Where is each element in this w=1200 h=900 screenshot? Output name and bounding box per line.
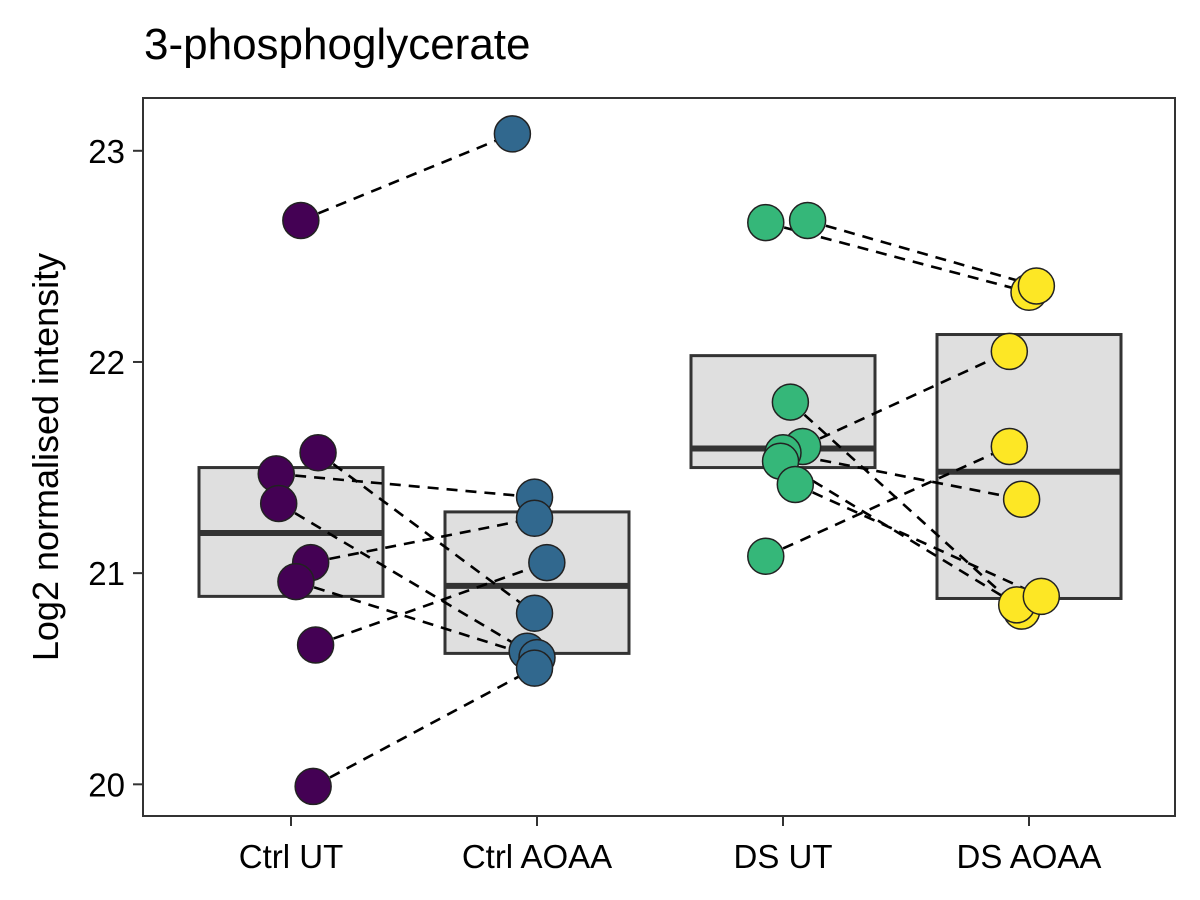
- point-1-7: [515, 649, 554, 687]
- chart-title: 3-phosphoglycerate: [144, 20, 531, 69]
- pair-line-2: [278, 502, 528, 653]
- point-0-0: [282, 201, 320, 240]
- pair-line-9: [807, 219, 1037, 288]
- point-0-6: [296, 626, 335, 664]
- pair-line-10: [789, 401, 1023, 613]
- point-3-7: [1022, 577, 1061, 616]
- y-axis-title: Log2 normalised intensity: [25, 253, 66, 661]
- boxes-layer: [197, 333, 1123, 655]
- pair-line-13: [779, 460, 1018, 606]
- x-tick-label-1: Ctrl AOAA: [462, 838, 612, 875]
- pair-line-1: [276, 472, 535, 499]
- point-0-1: [299, 434, 337, 472]
- pair-line-0: [300, 132, 513, 222]
- pair-line-7: [312, 667, 536, 788]
- point-3-4: [1002, 480, 1041, 518]
- point-2-2: [771, 383, 810, 421]
- point-1-3: [528, 543, 566, 582]
- point-0-3: [259, 484, 298, 523]
- pair-line-15: [765, 445, 1010, 558]
- axes-layer: 20 21 22 23 Ctrl UT Ctrl AOAA DS UT DS AOAA: [88, 133, 1101, 875]
- point-3-1: [1017, 267, 1056, 305]
- point-2-1: [788, 201, 827, 240]
- point-3-2: [990, 332, 1029, 371]
- point-0-7: [294, 767, 332, 806]
- pair-line-5: [295, 580, 538, 659]
- pair-line-12: [782, 451, 1022, 501]
- pair-line-14: [794, 483, 1042, 598]
- point-2-0: [747, 203, 785, 242]
- y-tick-label-1: 21: [88, 555, 125, 592]
- point-2-7: [747, 537, 785, 576]
- points-layer: [257, 115, 1061, 806]
- pair-line-6: [315, 561, 548, 647]
- x-tick-label-3: DS AOAA: [957, 838, 1102, 875]
- plot-panel-border: [142, 97, 1176, 817]
- box-3: [935, 333, 1123, 600]
- pair-line-3: [317, 451, 536, 615]
- y-tick-label-2: 22: [88, 344, 125, 381]
- x-tick-label-2: DS UT: [734, 838, 833, 875]
- pair-lines-layer: [276, 132, 1042, 788]
- point-1-2: [515, 499, 554, 537]
- y-tick-label-3: 23: [88, 133, 125, 170]
- y-tick-label-0: 20: [88, 766, 125, 803]
- point-1-0: [493, 115, 532, 153]
- point-0-5: [277, 562, 315, 601]
- point-1-4: [515, 594, 554, 633]
- pair-line-4: [310, 516, 535, 564]
- point-3-3: [990, 427, 1029, 466]
- point-2-6: [776, 465, 815, 504]
- x-tick-label-0: Ctrl UT: [239, 838, 343, 875]
